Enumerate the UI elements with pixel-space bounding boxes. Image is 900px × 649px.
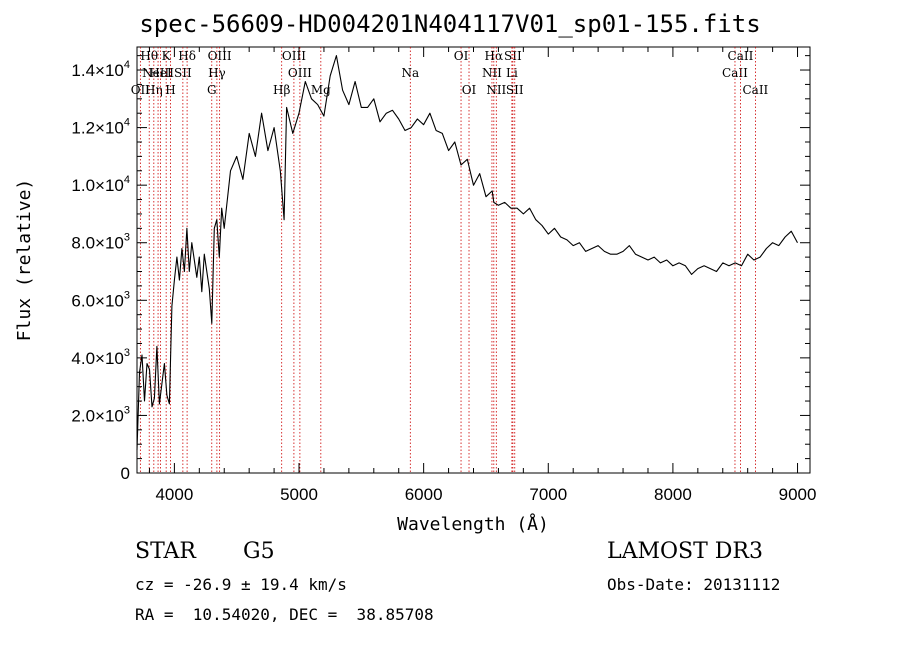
line-marker-label: G [207,83,217,97]
y-tick-mantissa: 8.0×10 [71,234,123,253]
y-axis: 02.0×1034.0×1036.0×1038.0×1031.0×1041.2×… [71,55,810,483]
x-axis-label: Wavelength (Å) [397,513,549,535]
y-tick-exponent: 4 [124,174,130,186]
line-marker-label: OIII [282,49,306,63]
y-tick-exponent: 4 [124,117,130,129]
line-marker-label: NII [482,66,502,80]
y-tick-exponent: 3 [124,347,130,359]
plot-frame [136,46,811,474]
line-marker-label: OI [462,83,477,97]
line-marker-label: H [165,83,175,97]
obs-date: Obs-Date: 20131112 [607,575,781,594]
line-marker-label: OIII [288,66,312,80]
y-tick-exponent: 3 [124,232,130,244]
x-tick-label: 6000 [405,485,443,504]
ra-dec: RA = 10.54020, DEC = 38.85708 [135,605,434,624]
x-tick-label: 4000 [155,485,193,504]
y-axis-label: Flux (relative) [14,179,35,342]
y-tick-label: 1.2×104 [71,117,130,138]
line-marker-label: Hη [145,83,163,97]
line-marker-label: OII [131,83,151,97]
spectrum-line [136,55,798,451]
x-axis: 4000 5000 6000 7000 8000 9000 [148,47,817,504]
y-tick-label: 6.0×103 [71,289,130,310]
object-class: STAR [135,539,196,564]
y-tick-label: 2.0×103 [71,404,130,425]
line-marker-label: Hβ [273,83,290,97]
line-marker-label: Na [401,66,419,80]
line-marker-label: OI [454,49,469,63]
y-tick-label: 1.4×104 [71,59,130,80]
y-tick-mantissa: 0 [121,464,130,483]
y-tick-exponent: 3 [124,289,130,301]
line-markers: OIIHθHηNeIIIHeIKHSIIHδGHγOIIIHβOIIIOIIIM… [131,47,769,473]
x-tick-label: 9000 [779,485,817,504]
y-tick-mantissa: 1.4×10 [71,61,123,80]
x-tick-label: 5000 [280,485,318,504]
y-tick-exponent: 4 [124,59,130,71]
x-tick-label: 8000 [654,485,692,504]
line-marker-label: CaII [728,49,754,63]
line-marker-label: Hα [485,49,504,63]
line-marker-label: Hγ [208,66,226,80]
y-tick-mantissa: 1.0×10 [71,176,123,195]
line-marker-label: K [162,49,172,63]
line-marker-label: OIII [208,49,232,63]
x-tick-label: 7000 [529,485,567,504]
y-tick-mantissa: 6.0×10 [71,291,123,310]
line-marker-label: Mg [311,83,331,97]
y-tick-mantissa: 1.2×10 [71,119,123,138]
line-marker-label: SII [504,49,522,63]
y-tick-label: 4.0×103 [71,347,130,368]
y-tick-exponent: 3 [124,404,130,416]
line-marker-label: NII [486,83,506,97]
line-marker-label: Li [506,66,518,80]
spectral-subclass: G5 [243,539,275,564]
y-tick-mantissa: 2.0×10 [71,406,123,425]
redshift-cz: cz = -26.9 ± 19.4 km/s [135,575,347,594]
line-marker-label: CaII [722,66,748,80]
line-marker-label: Hθ [140,49,158,63]
line-marker-label: Hδ [178,49,196,63]
y-tick-label: 8.0×103 [71,232,130,253]
line-marker-label: CaII [742,83,768,97]
line-marker-label: HeI [149,66,172,80]
line-marker-label: SII [506,83,524,97]
y-tick-label: 1.0×104 [71,174,130,195]
chart-title: spec-56609-HD004201N404117V01_sp01-155.f… [139,10,761,38]
series-group [136,55,798,451]
y-tick-mantissa: 4.0×10 [71,349,123,368]
survey-name: LAMOST DR3 [607,539,763,564]
line-marker-label: SII [174,66,192,80]
y-tick-label: 0 [121,464,130,483]
